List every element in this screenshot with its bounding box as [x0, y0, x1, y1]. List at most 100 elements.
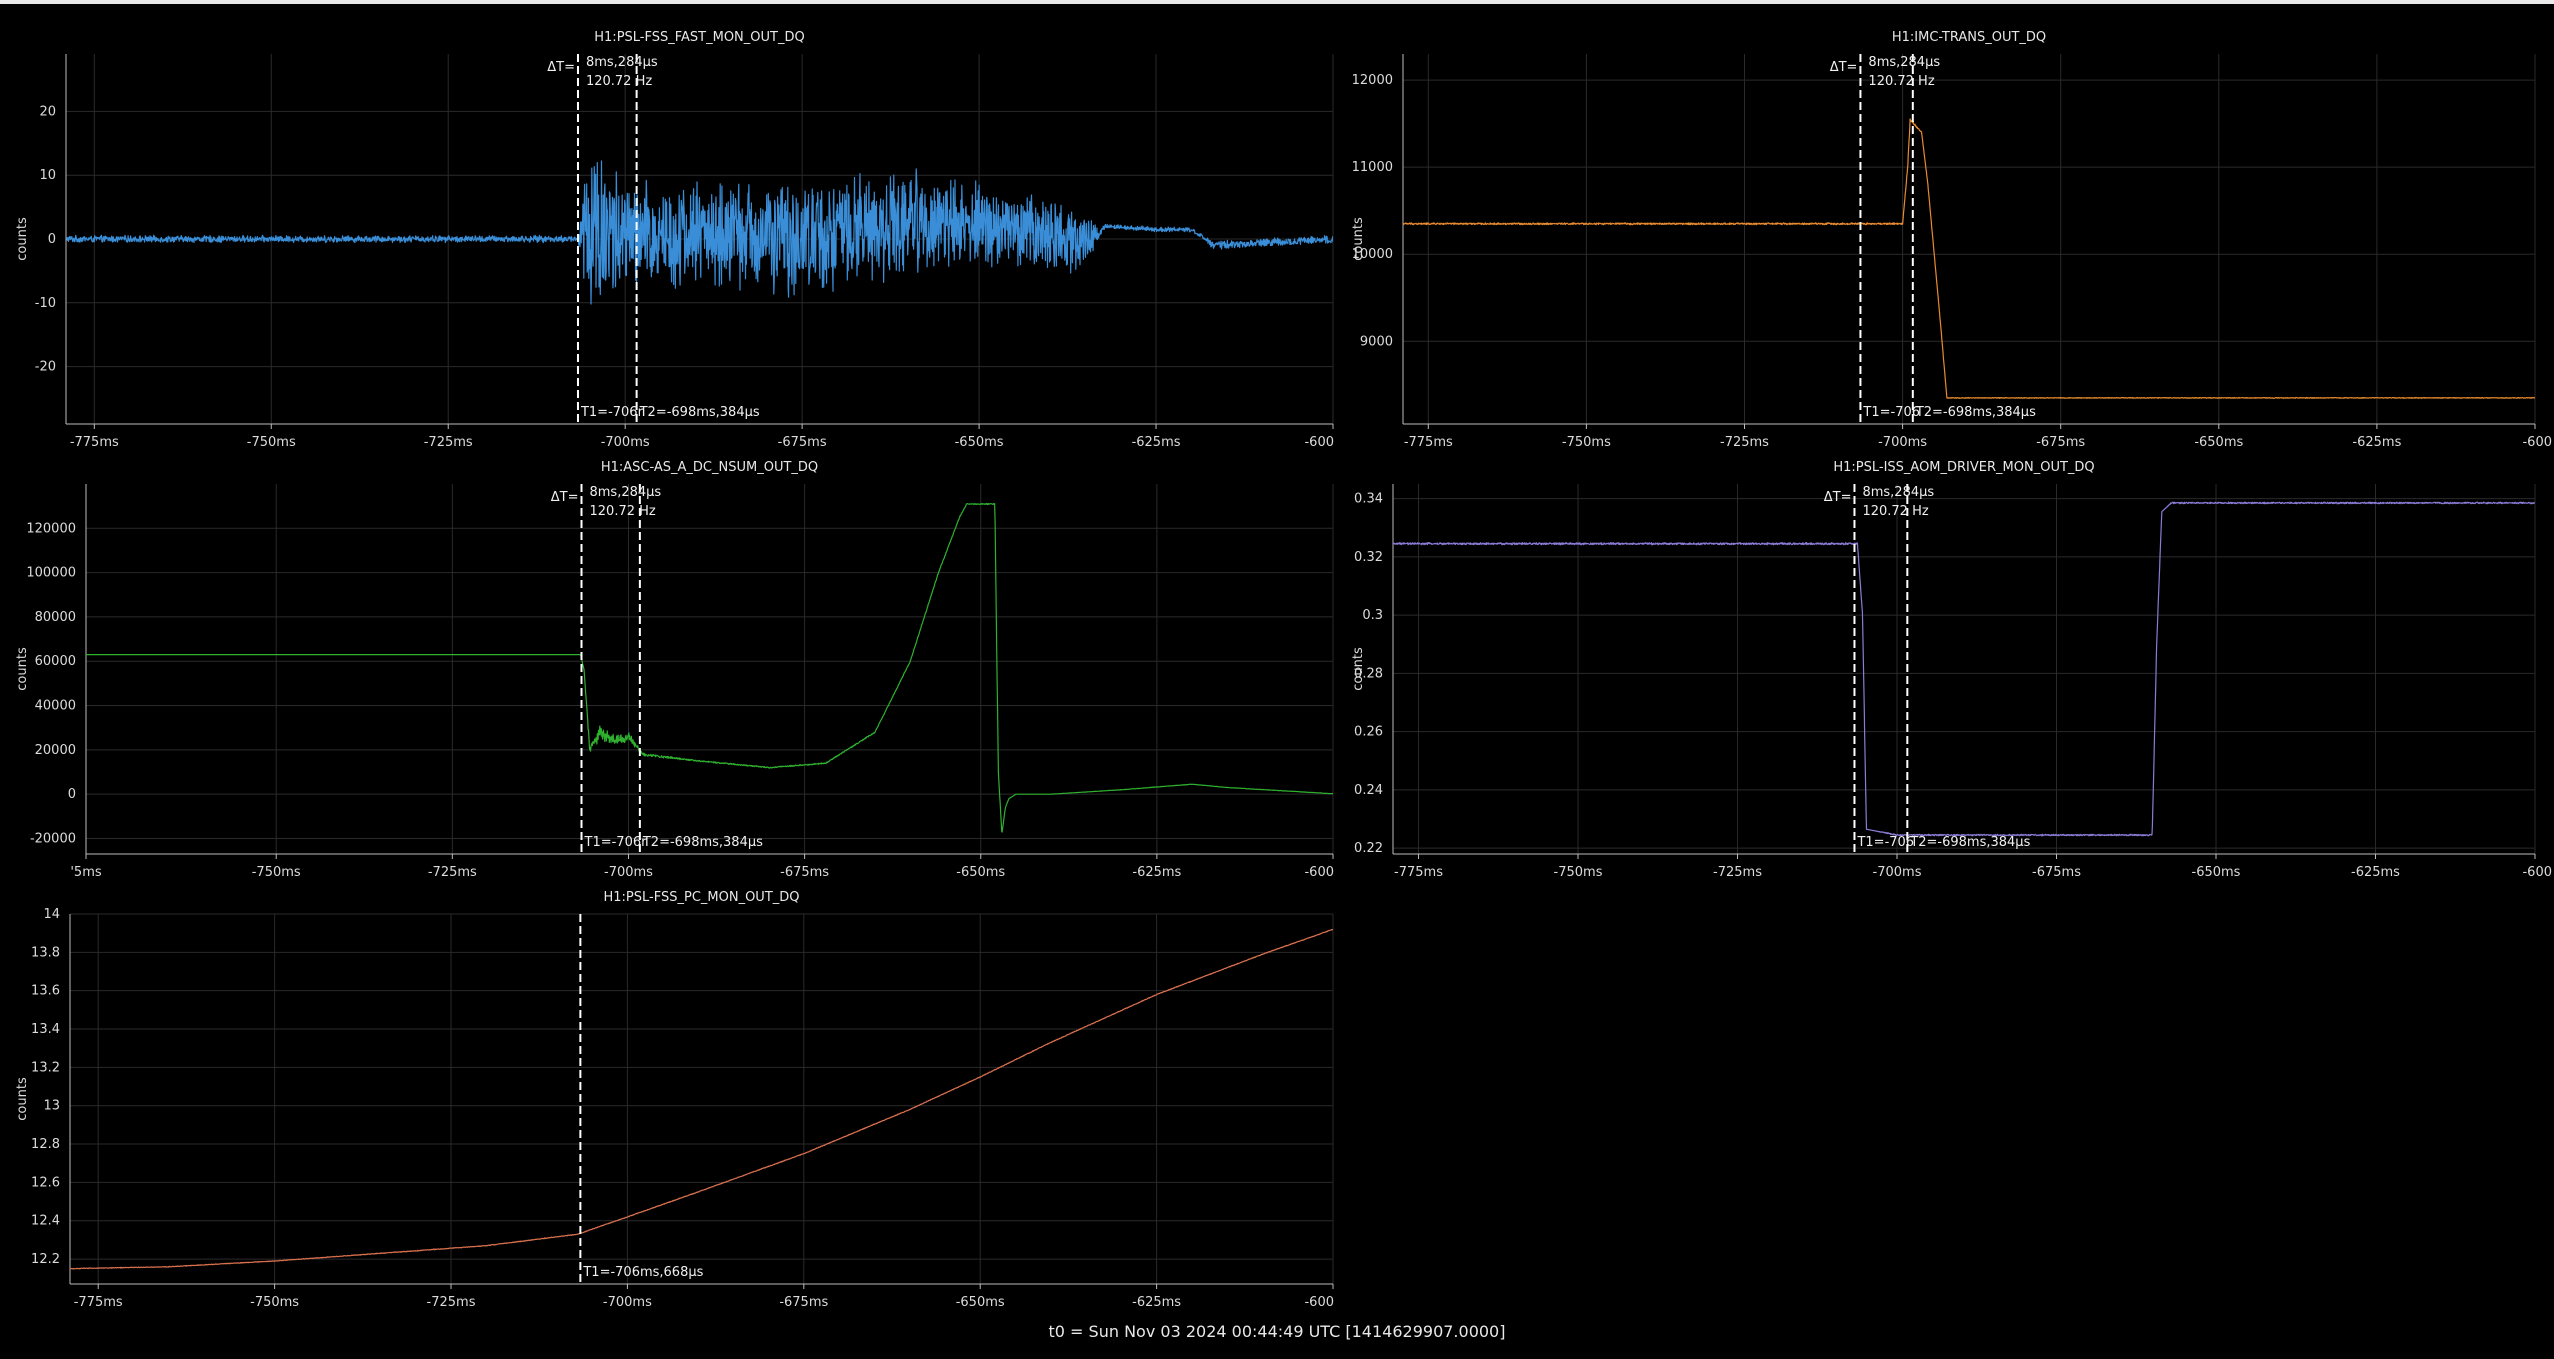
y-tick-label: 13: [43, 1099, 60, 1114]
x-tick-label: -625ms: [2351, 865, 2400, 880]
y-tick-label: 20: [39, 104, 56, 119]
y-tick-label: 40000: [35, 699, 76, 714]
series-line: [1403, 118, 2535, 399]
y-axis-label: counts: [1351, 217, 1366, 261]
delta-t-frequency: 120.72 Hz: [586, 74, 652, 89]
top-border: [0, 0, 2554, 4]
x-tick-label: -650ms: [956, 865, 1005, 880]
y-tick-label: 13.4: [31, 1022, 60, 1037]
y-tick-label: 0.22: [1354, 841, 1383, 856]
x-tick-label: '5ms: [70, 865, 102, 880]
chart-title: H1:IMC-TRANS_OUT_DQ: [1892, 30, 2046, 45]
x-tick-label: -650ms: [956, 1295, 1005, 1310]
cursor-t2-label: T2=-698ms,384µs: [1915, 405, 2036, 420]
y-tick-label: 13.6: [31, 984, 60, 999]
x-tick-label: -675ms: [778, 435, 827, 450]
y-tick-label: -10: [35, 296, 56, 311]
y-tick-label: 0.28: [1354, 666, 1383, 681]
x-tick-label: -675ms: [2032, 865, 2081, 880]
cursor-t1-label: T1=-706ms,668µs: [582, 1265, 703, 1280]
y-tick-label: 13.8: [31, 945, 60, 960]
delta-t-label: ΔT=: [1830, 60, 1858, 75]
x-tick-label: -700ms: [604, 865, 653, 880]
delta-t-value: 8ms,284µs: [1862, 485, 1934, 500]
delta-t-frequency: 120.72 Hz: [1862, 504, 1928, 519]
x-tick-label: -675ms: [2036, 435, 2085, 450]
gridlines: [85, 484, 1334, 854]
y-tick-label: 0.24: [1354, 783, 1383, 798]
y-axis-label: counts: [1351, 647, 1366, 691]
cursor-t1-label: T1=-706r: [580, 405, 644, 420]
x-tick-label: -750ms: [250, 1295, 299, 1310]
y-tick-label: 11000: [1352, 160, 1393, 175]
x-tick-label: -725ms: [424, 435, 473, 450]
y-tick-label: 13.2: [31, 1060, 60, 1075]
cursor-t1-label: T1=-706: [1856, 835, 1914, 850]
y-tick-label: 80000: [35, 610, 76, 625]
x-tick-label: -600: [2522, 865, 2552, 880]
delta-t-value: 8ms,284µs: [586, 55, 658, 70]
x-tick-label: -750ms: [247, 435, 296, 450]
series-line: [70, 928, 1333, 1270]
x-tick-label: -750ms: [1562, 435, 1611, 450]
chart-title: H1:PSL-FSS_PC_MON_OUT_DQ: [604, 890, 800, 905]
y-tick-label: 120000: [26, 521, 76, 536]
delta-t-label: ΔT=: [1824, 490, 1852, 505]
y-tick-label: 0.34: [1354, 492, 1383, 507]
y-tick-label: 10: [39, 168, 56, 183]
x-tick-label: -600: [2522, 435, 2552, 450]
delta-t-frequency: 120.72 Hz: [590, 504, 656, 519]
y-tick-label: 12.4: [31, 1214, 60, 1229]
cursor-t1-label: T1=-706r: [584, 835, 648, 850]
x-tick-label: -725ms: [428, 865, 477, 880]
y-tick-label: 0.26: [1354, 725, 1383, 740]
x-tick-label: -725ms: [427, 1295, 476, 1310]
x-tick-label: -775ms: [1404, 435, 1453, 450]
cursor-t2-label: T2=-698ms,384µs: [639, 405, 760, 420]
y-axis-label: counts: [15, 1077, 30, 1121]
y-tick-label: 12000: [1352, 73, 1393, 88]
x-tick-label: -725ms: [1713, 865, 1762, 880]
y-tick-label: 0: [48, 232, 56, 247]
y-tick-label: 12.2: [31, 1252, 60, 1267]
x-tick-label: -700ms: [1873, 865, 1922, 880]
y-tick-label: 60000: [35, 654, 76, 669]
delta-t-label: ΔT=: [551, 490, 579, 505]
x-tick-label: -675ms: [779, 1295, 828, 1310]
series-line: [1393, 501, 2535, 837]
x-tick-label: -600: [1304, 865, 1334, 880]
y-tick-label: 100000: [26, 566, 76, 581]
x-tick-label: -700ms: [601, 435, 650, 450]
delta-t-value: 8ms,284µs: [1868, 55, 1940, 70]
x-tick-label: -625ms: [1132, 865, 1181, 880]
y-tick-label: 20000: [35, 743, 76, 758]
series-line: [86, 502, 1333, 833]
x-tick-label: -700ms: [1878, 435, 1927, 450]
x-tick-label: -625ms: [1132, 1295, 1181, 1310]
y-tick-label: 0.3: [1362, 608, 1383, 623]
y-tick-label: -20000: [30, 831, 76, 846]
gridlines: [70, 913, 1334, 1284]
x-tick-label: -675ms: [780, 865, 829, 880]
chart-title: H1:PSL-ISS_AOM_DRIVER_MON_OUT_DQ: [1833, 460, 2094, 475]
x-tick-label: -625ms: [1132, 435, 1181, 450]
delta-t-label: ΔT=: [547, 60, 575, 75]
delta-t-frequency: 120.72 Hz: [1868, 74, 1934, 89]
x-tick-label: -725ms: [1720, 435, 1769, 450]
chart-title: H1:ASC-AS_A_DC_NSUM_OUT_DQ: [601, 460, 818, 475]
y-tick-label: 0: [68, 787, 76, 802]
delta-t-value: 8ms,284µs: [590, 485, 662, 500]
y-tick-label: 0.32: [1354, 550, 1383, 565]
x-tick-label: -600: [1304, 435, 1334, 450]
x-tick-label: -775ms: [1394, 865, 1443, 880]
y-tick-label: 12.8: [31, 1137, 60, 1152]
series-line: [66, 160, 1333, 305]
gridlines: [1393, 484, 2536, 854]
x-tick-label: -650ms: [2192, 865, 2241, 880]
x-tick-label: -700ms: [603, 1295, 652, 1310]
